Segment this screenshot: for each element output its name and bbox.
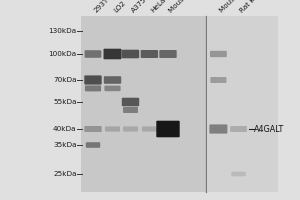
Text: 25kDa: 25kDa xyxy=(53,171,76,177)
FancyBboxPatch shape xyxy=(159,50,177,58)
Text: Mouse kidney: Mouse kidney xyxy=(168,0,208,14)
Text: 70kDa: 70kDa xyxy=(53,77,76,83)
FancyBboxPatch shape xyxy=(84,75,102,85)
FancyBboxPatch shape xyxy=(122,50,139,58)
Bar xyxy=(208,16,278,192)
Text: HeLa: HeLa xyxy=(149,0,167,14)
Text: 100kDa: 100kDa xyxy=(48,51,76,57)
FancyBboxPatch shape xyxy=(103,49,122,59)
FancyBboxPatch shape xyxy=(85,50,101,58)
FancyBboxPatch shape xyxy=(142,126,157,132)
FancyBboxPatch shape xyxy=(105,126,120,132)
FancyBboxPatch shape xyxy=(231,172,246,176)
FancyBboxPatch shape xyxy=(122,98,139,106)
FancyBboxPatch shape xyxy=(209,124,227,134)
Text: Mouse brain: Mouse brain xyxy=(218,0,254,14)
Text: 40kDa: 40kDa xyxy=(53,126,76,132)
FancyBboxPatch shape xyxy=(156,121,180,137)
FancyBboxPatch shape xyxy=(210,51,227,57)
Text: LO2: LO2 xyxy=(112,0,127,14)
FancyBboxPatch shape xyxy=(84,126,102,132)
Text: 293T: 293T xyxy=(93,0,110,14)
Text: 55kDa: 55kDa xyxy=(53,99,76,105)
FancyBboxPatch shape xyxy=(141,50,158,58)
FancyBboxPatch shape xyxy=(123,107,138,113)
Text: 35kDa: 35kDa xyxy=(53,142,76,148)
FancyBboxPatch shape xyxy=(85,85,101,91)
Text: 130kDa: 130kDa xyxy=(48,28,76,34)
Text: Rat kidney: Rat kidney xyxy=(238,0,270,14)
FancyBboxPatch shape xyxy=(230,126,247,132)
Bar xyxy=(81,16,206,192)
Text: A4GALT: A4GALT xyxy=(254,124,285,134)
FancyBboxPatch shape xyxy=(210,77,226,83)
FancyBboxPatch shape xyxy=(104,76,121,84)
FancyBboxPatch shape xyxy=(86,142,100,148)
Text: A375: A375 xyxy=(130,0,148,14)
FancyBboxPatch shape xyxy=(104,86,121,91)
FancyBboxPatch shape xyxy=(123,126,138,132)
